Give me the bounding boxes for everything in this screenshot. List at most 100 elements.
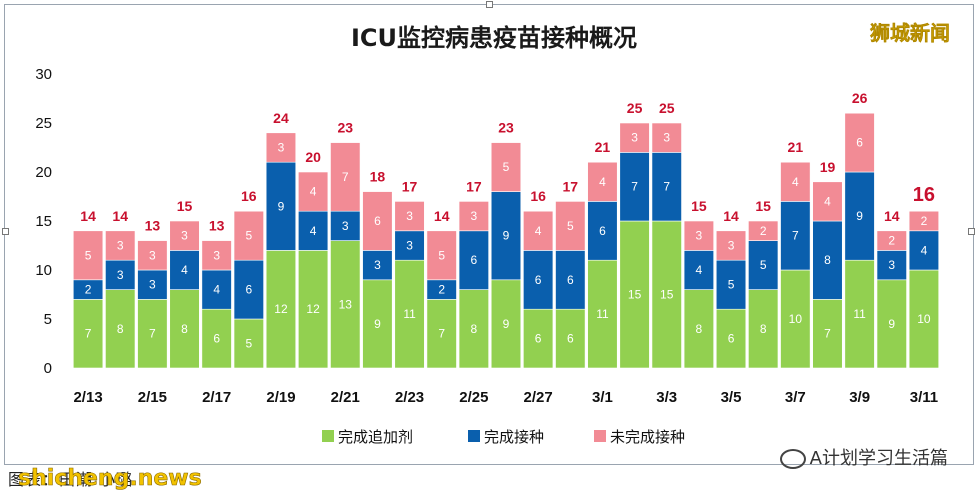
total-label: 16: [913, 184, 935, 206]
data-label: 12: [274, 302, 288, 316]
chart-frame: [4, 4, 974, 465]
total-label: 14: [80, 208, 96, 224]
data-label: 8: [824, 253, 831, 267]
bar-segment: [812, 181, 843, 222]
bar-segment: [105, 259, 136, 290]
bar-segment: [555, 308, 586, 369]
bar-segment: [169, 220, 200, 251]
data-label: 6: [471, 253, 478, 267]
data-label: 4: [181, 263, 188, 277]
x-tick-label: 2/23: [395, 389, 424, 406]
x-tick-label: 3/3: [656, 389, 677, 406]
data-label: 5: [760, 258, 767, 272]
bar-segment: [105, 230, 136, 261]
x-tick-label: 3/1: [592, 389, 613, 406]
data-label: 6: [599, 224, 606, 238]
data-label: 15: [628, 288, 642, 302]
bar-segment: [201, 240, 232, 271]
total-label: 21: [595, 139, 611, 155]
resize-handle-right[interactable]: [968, 228, 975, 235]
data-label: 2: [438, 283, 445, 297]
bar-segment: [908, 269, 940, 369]
x-tick-label: 3/9: [849, 389, 870, 406]
total-label: 19: [820, 159, 836, 175]
data-label: 3: [406, 239, 413, 253]
data-label: 7: [149, 327, 156, 341]
total-label: 16: [530, 188, 546, 204]
total-label: 15: [691, 198, 707, 214]
data-label: 3: [117, 268, 124, 282]
data-label: 5: [245, 229, 252, 243]
data-label: 11: [596, 307, 609, 321]
bar-segment: [72, 299, 104, 369]
data-label: 4: [310, 185, 317, 199]
bar-segment: [233, 318, 264, 369]
bar-segment: [265, 161, 297, 251]
data-label: 9: [503, 317, 510, 331]
data-label: 4: [535, 224, 542, 238]
resize-handle-top[interactable]: [486, 1, 493, 8]
data-label: 3: [181, 229, 188, 243]
bar-segment: [458, 230, 489, 290]
data-label: 3: [696, 229, 703, 243]
bar-segment: [362, 250, 393, 281]
x-tick-label: 3/11: [910, 389, 938, 406]
bar-segment: [201, 308, 232, 369]
bar-segment: [490, 142, 522, 192]
data-label: 7: [342, 170, 349, 184]
bar-segment: [876, 279, 907, 369]
total-label: 20: [305, 149, 321, 165]
total-label: 25: [659, 100, 675, 116]
total-label: 14: [112, 208, 128, 224]
chart-title: ICU监控病患疫苗接种概况: [351, 24, 637, 52]
bar-segment: [555, 201, 586, 251]
data-label: 5: [567, 219, 574, 233]
data-label: 5: [438, 248, 445, 262]
plot-area: 051015202530725142/1383314733132/1584315…: [35, 66, 940, 406]
bar-segment: [523, 250, 554, 310]
data-label: 4: [792, 175, 799, 189]
bar-segment: [394, 259, 425, 369]
bar-segment: [298, 171, 329, 212]
bar-segment: [876, 230, 907, 251]
data-label: 10: [789, 312, 803, 326]
total-label: 13: [209, 218, 225, 234]
bar-segment: [233, 259, 264, 320]
bar-segment: [330, 240, 361, 369]
data-label: 3: [117, 239, 124, 253]
total-label: 14: [434, 208, 450, 224]
x-tick-label: 2/27: [524, 389, 553, 406]
bar-segment: [587, 161, 618, 202]
bar-segment: [651, 220, 682, 369]
data-label: 6: [567, 273, 574, 287]
data-label: 7: [663, 180, 670, 194]
bar-segment: [426, 299, 457, 369]
data-label: 6: [535, 273, 542, 287]
data-label: 9: [856, 209, 863, 223]
total-label: 23: [498, 120, 514, 136]
data-label: 11: [853, 307, 866, 321]
data-label: 3: [342, 219, 349, 233]
bar-segment: [619, 122, 650, 153]
bar-segment: [490, 279, 522, 369]
brand-bottom-watermark: shicheng.news: [18, 466, 202, 492]
bar-segment: [137, 240, 168, 271]
data-label: 9: [503, 229, 510, 243]
x-tick-label: 2/15: [138, 389, 167, 406]
bar-segment: [298, 250, 329, 369]
data-label: 8: [471, 322, 478, 336]
y-tick-label: 10: [35, 262, 52, 279]
total-label: 15: [755, 198, 771, 214]
bar-segment: [780, 201, 811, 271]
data-label: 7: [438, 327, 445, 341]
resize-handle-left[interactable]: [2, 228, 9, 235]
data-label: 4: [213, 283, 220, 297]
data-label: 8: [117, 322, 124, 336]
data-label: 9: [278, 199, 285, 213]
data-label: 4: [599, 175, 606, 189]
total-label: 16: [241, 188, 257, 204]
total-label: 15: [177, 198, 193, 214]
data-label: 9: [888, 317, 895, 331]
bar-segment: [458, 201, 489, 232]
